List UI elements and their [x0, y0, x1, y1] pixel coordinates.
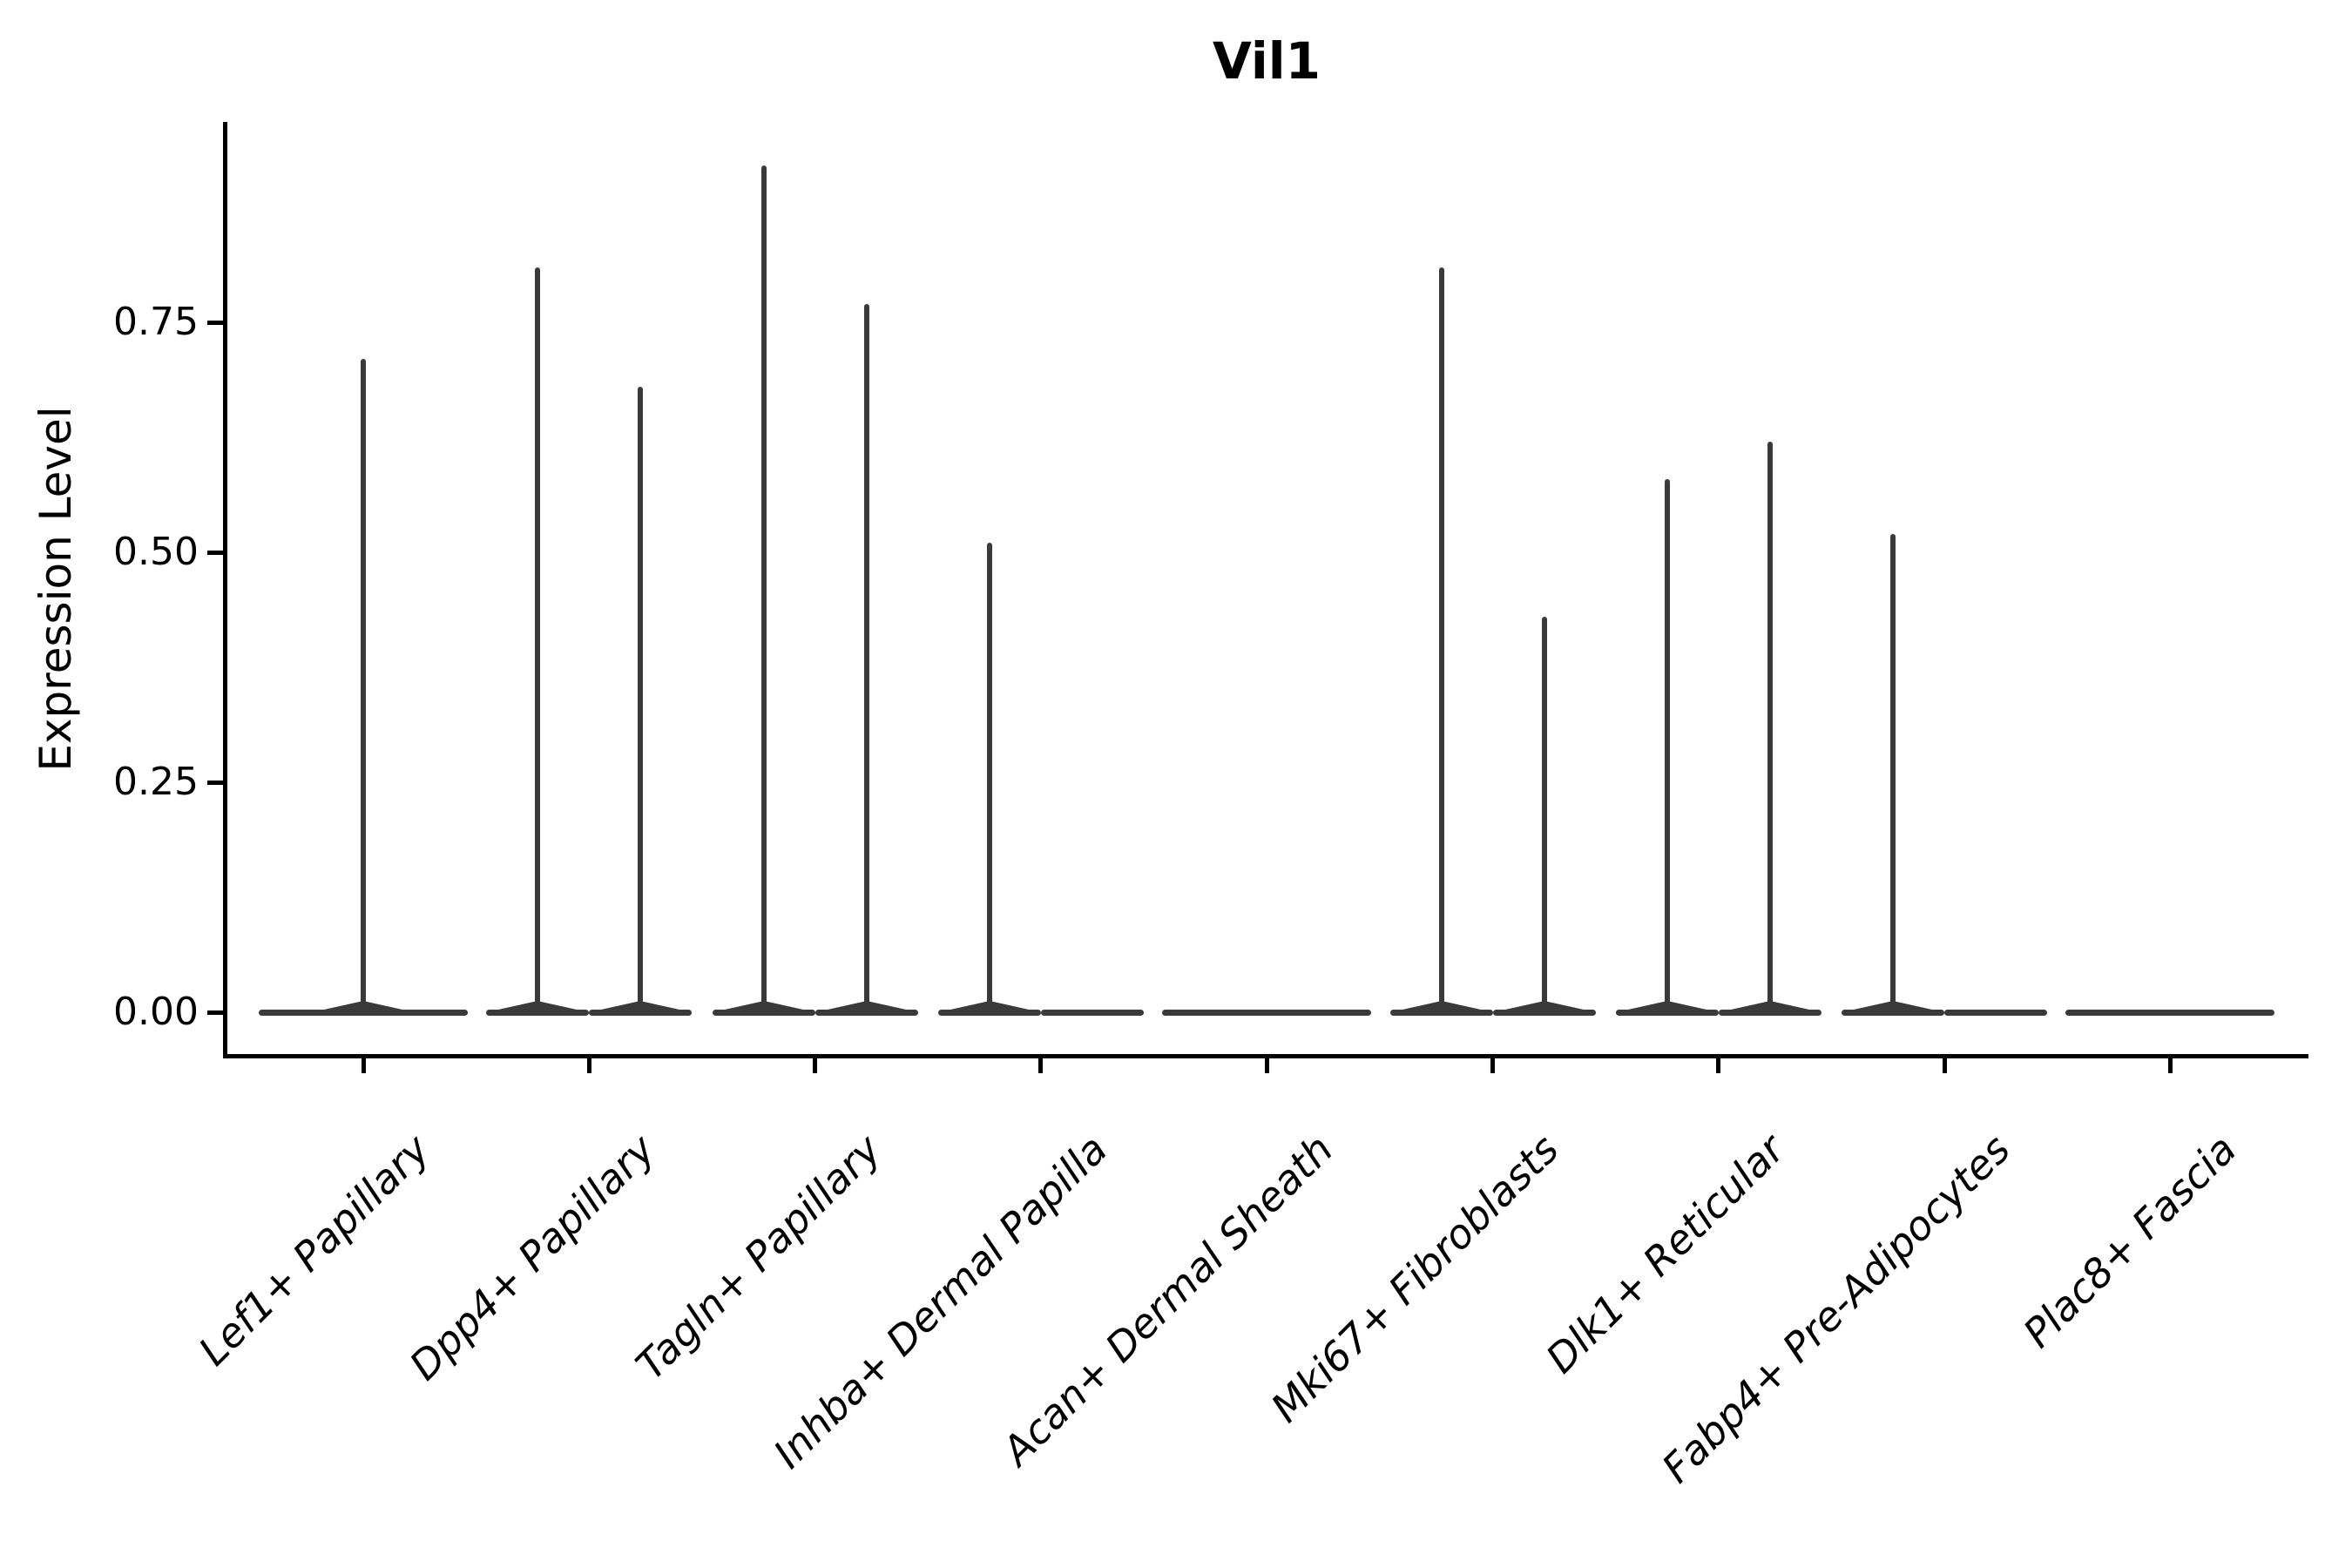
- x-tick: [1942, 1058, 1947, 1073]
- violin-body: [259, 1009, 468, 1016]
- violin-spike: [1767, 442, 1773, 1012]
- violin-body: [1718, 1009, 1821, 1016]
- y-tick-label: 0.25: [113, 760, 199, 804]
- violin-spike: [638, 386, 644, 1012]
- x-tick-label: Tagln+ Papillary: [626, 1125, 890, 1389]
- x-tick: [1490, 1058, 1495, 1073]
- violin-body: [1040, 1009, 1144, 1016]
- violin-spike: [863, 303, 869, 1012]
- violin-body: [712, 1009, 815, 1016]
- violin-body: [1389, 1009, 1493, 1016]
- violin-body: [589, 1009, 693, 1016]
- y-tick: [207, 1010, 223, 1015]
- y-tick: [207, 550, 223, 555]
- x-tick-label: Dlk1+ Reticular: [1537, 1125, 1794, 1382]
- violin-body: [937, 1009, 1041, 1016]
- chart-title: Vil1: [1213, 31, 1321, 91]
- violin-spike: [760, 166, 767, 1012]
- violin-spike: [535, 267, 541, 1012]
- x-tick: [1038, 1058, 1044, 1073]
- x-tick-label: Plac8+ Fascia: [2014, 1125, 2246, 1357]
- y-tick: [207, 320, 223, 325]
- x-tick: [361, 1058, 366, 1073]
- violin-body: [1842, 1009, 1945, 1016]
- y-tick-label: 0.00: [113, 990, 199, 1034]
- x-tick-label: Dpp4+ Papillary: [400, 1125, 665, 1389]
- x-tick: [1264, 1058, 1269, 1073]
- violin-body: [1492, 1009, 1596, 1016]
- violin-body: [1944, 1009, 2048, 1016]
- y-tick-label: 0.50: [113, 530, 199, 574]
- violin-spike: [1890, 533, 1896, 1012]
- violin-body: [2065, 1009, 2275, 1016]
- violin-spike: [1541, 616, 1547, 1012]
- y-axis-line: [223, 122, 227, 1058]
- y-tick-label: 0.75: [113, 300, 199, 344]
- y-tick: [207, 780, 223, 785]
- x-tick: [586, 1058, 591, 1073]
- x-tick: [1716, 1058, 1721, 1073]
- violin-body: [1615, 1009, 1719, 1016]
- x-tick: [813, 1058, 818, 1073]
- violin-body: [814, 1009, 918, 1016]
- violin-spike: [1438, 267, 1444, 1012]
- x-tick-label: Lef1+ Papillary: [189, 1125, 439, 1375]
- violin-body: [1162, 1009, 1372, 1016]
- y-axis-title: Expression Level: [30, 406, 81, 772]
- violin-spike: [1664, 478, 1670, 1012]
- x-axis-line: [223, 1054, 2308, 1058]
- x-tick: [2167, 1058, 2173, 1073]
- violin-spike: [361, 359, 366, 1012]
- violin-body: [486, 1009, 590, 1016]
- violin-spike: [986, 543, 992, 1012]
